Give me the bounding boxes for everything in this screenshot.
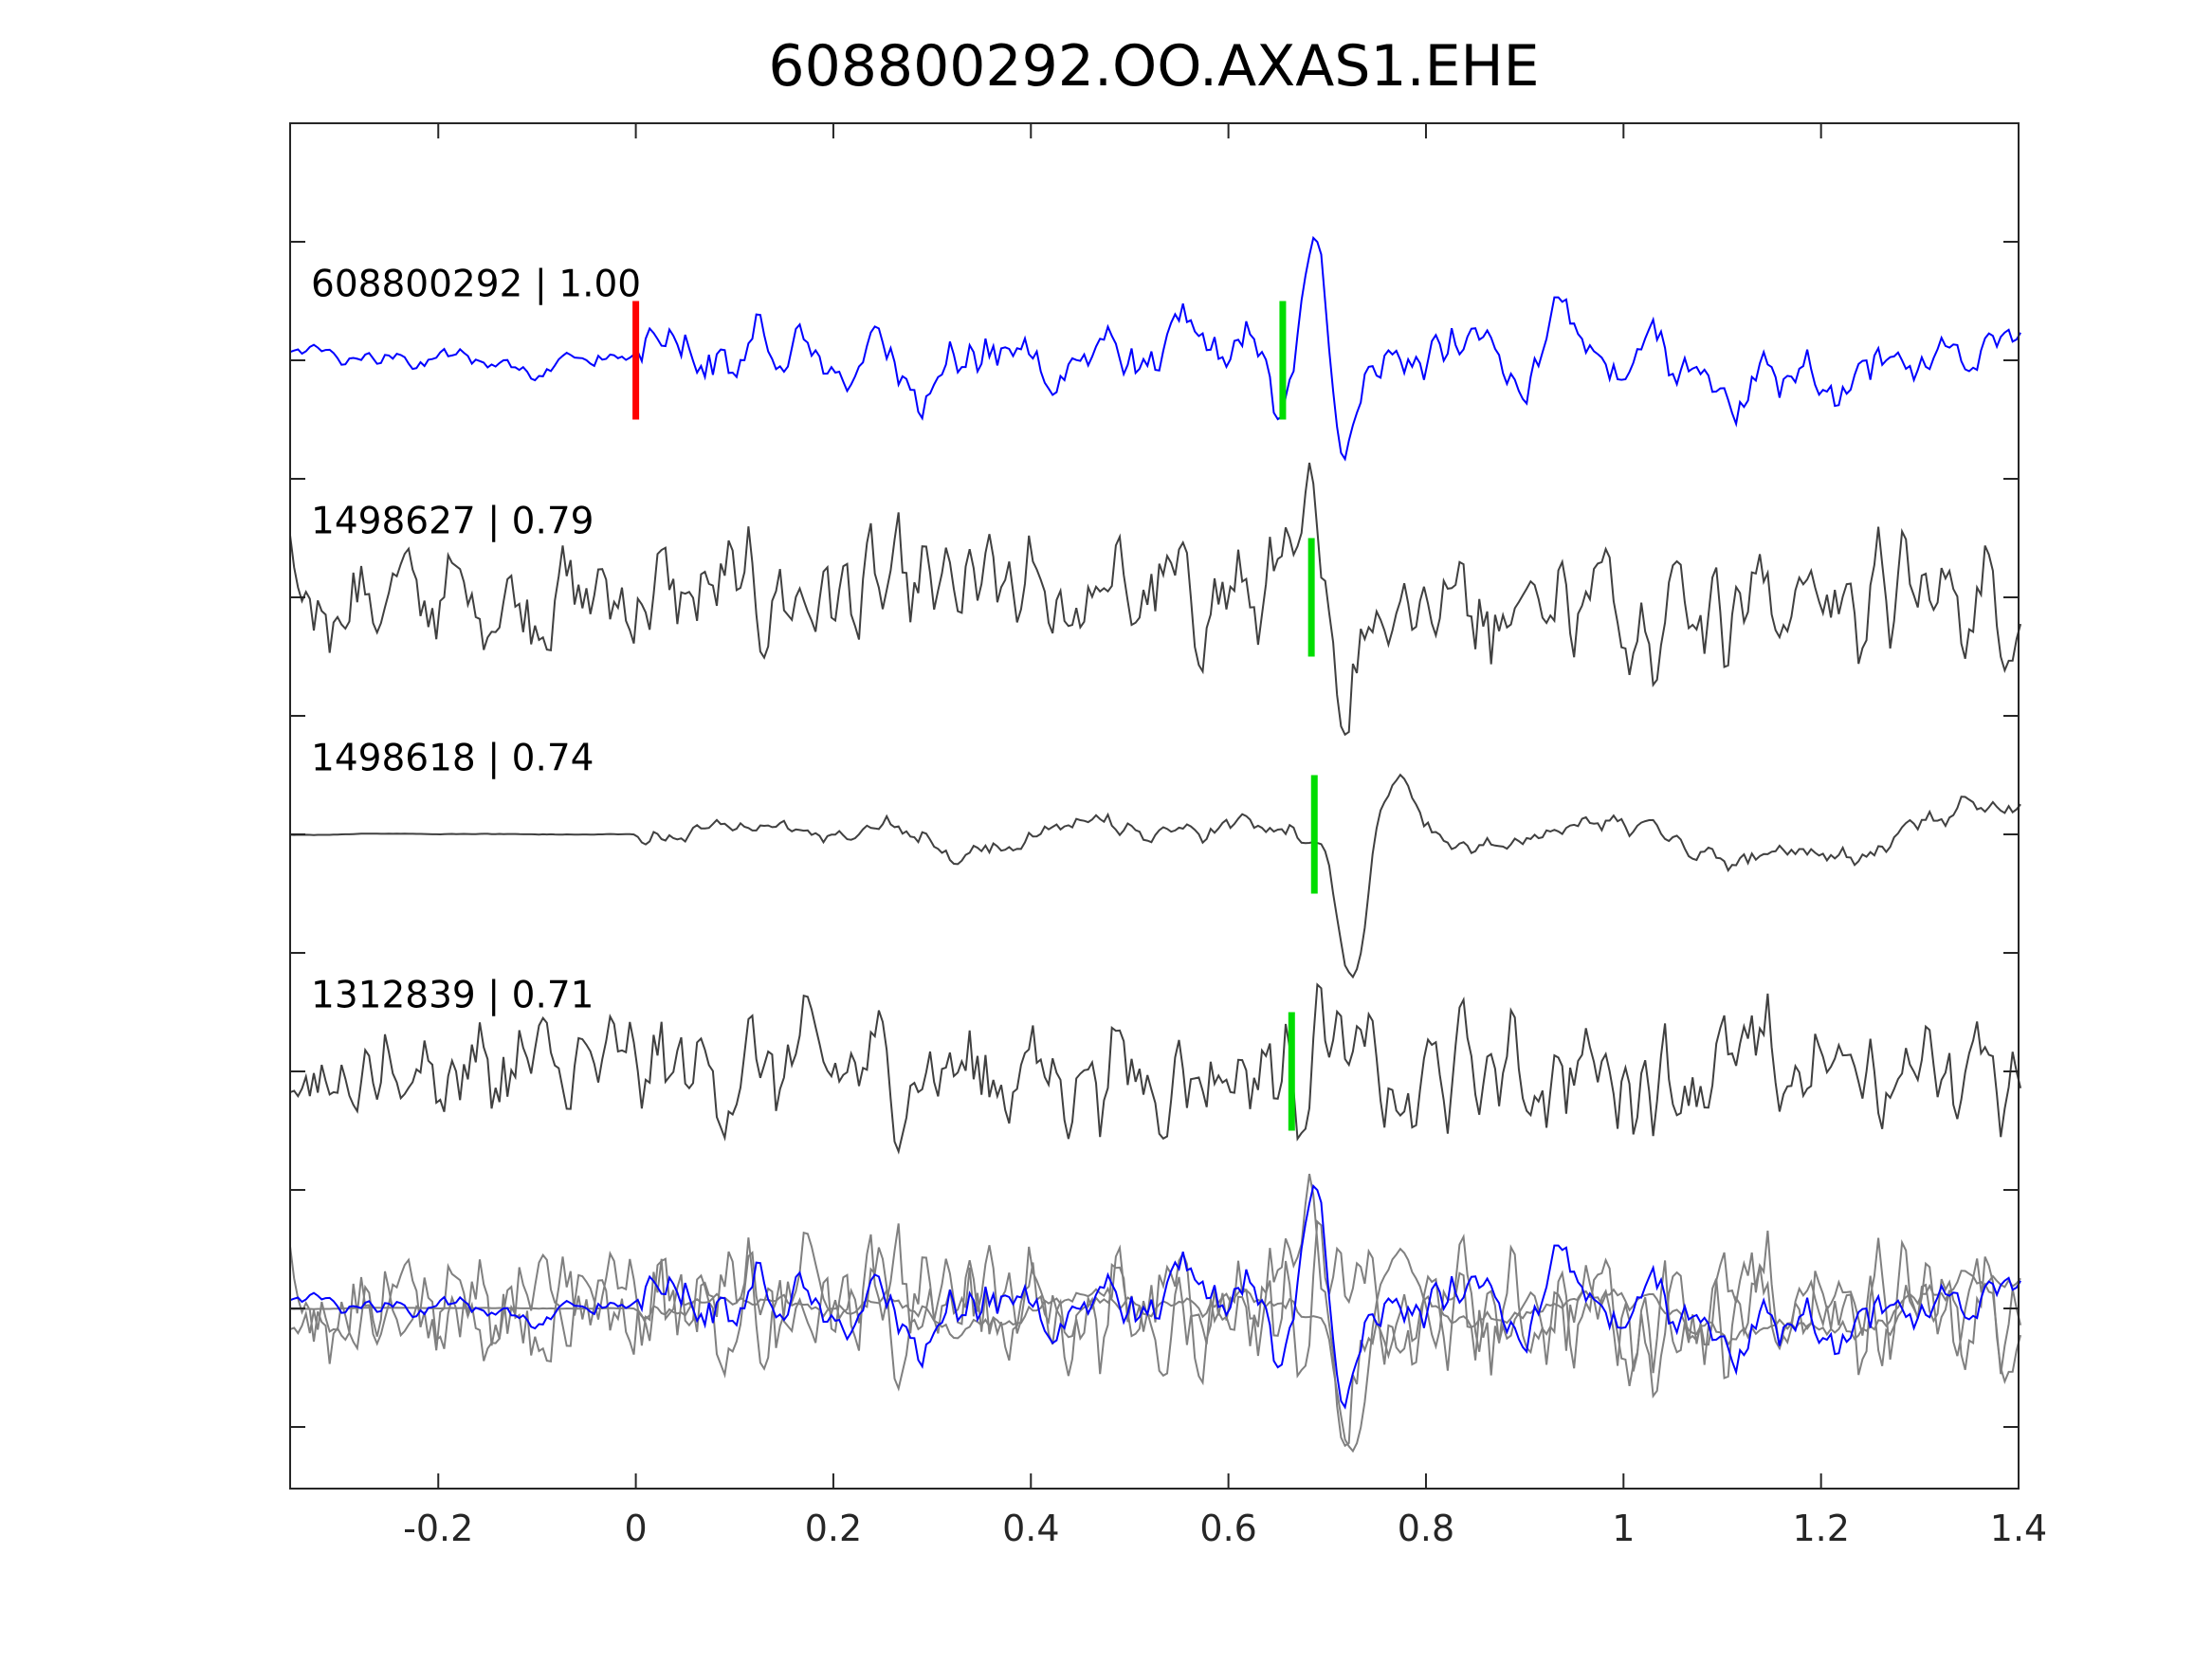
stack-trace-1498618 — [289, 1247, 2021, 1454]
stack-trace-1498627 — [289, 1173, 2022, 1448]
trace-1498618 — [289, 773, 2021, 979]
trace-label: 1498627 | 0.79 — [311, 501, 594, 543]
trace-label: 1498618 | 0.74 — [311, 738, 594, 780]
x-tick-label: 1.2 — [1792, 1508, 1849, 1549]
trace-label: 608800292 | 1.00 — [311, 264, 641, 306]
x-tick-label: 0.4 — [1002, 1508, 1059, 1549]
x-tick-label: 0.6 — [1199, 1508, 1256, 1549]
trace-labels: 608800292 | 1.00 1498627 | 0.79 1498618 | … — [311, 264, 641, 1017]
x-tick-label: 0 — [625, 1508, 648, 1549]
trace-1498627 — [289, 462, 2022, 737]
trace-608800292 — [289, 235, 2021, 462]
plot-frame — [289, 122, 2020, 1490]
trace-label: 1312839 | 0.71 — [311, 975, 594, 1017]
x-tick-label: -0.2 — [403, 1508, 473, 1549]
stack-trace-608800292 — [289, 1183, 2021, 1410]
chart-title: 608800292.OO.AXAS1.EHE — [768, 33, 1539, 100]
x-tick-label: 0.8 — [1398, 1508, 1454, 1549]
x-tick-label: 0.2 — [805, 1508, 862, 1549]
traces-layer — [289, 235, 2022, 1454]
x-tick-label: 1.4 — [1990, 1508, 2047, 1549]
stack-trace-1312839 — [289, 1219, 2022, 1392]
axis-ticks: -0.2 0 0.2 0.4 0.6 0.8 1 1.2 1.4 — [290, 123, 2047, 1549]
x-tick-label: 1 — [1612, 1508, 1635, 1549]
trace-1312839 — [289, 982, 2022, 1155]
picks-layer — [632, 301, 1318, 1131]
